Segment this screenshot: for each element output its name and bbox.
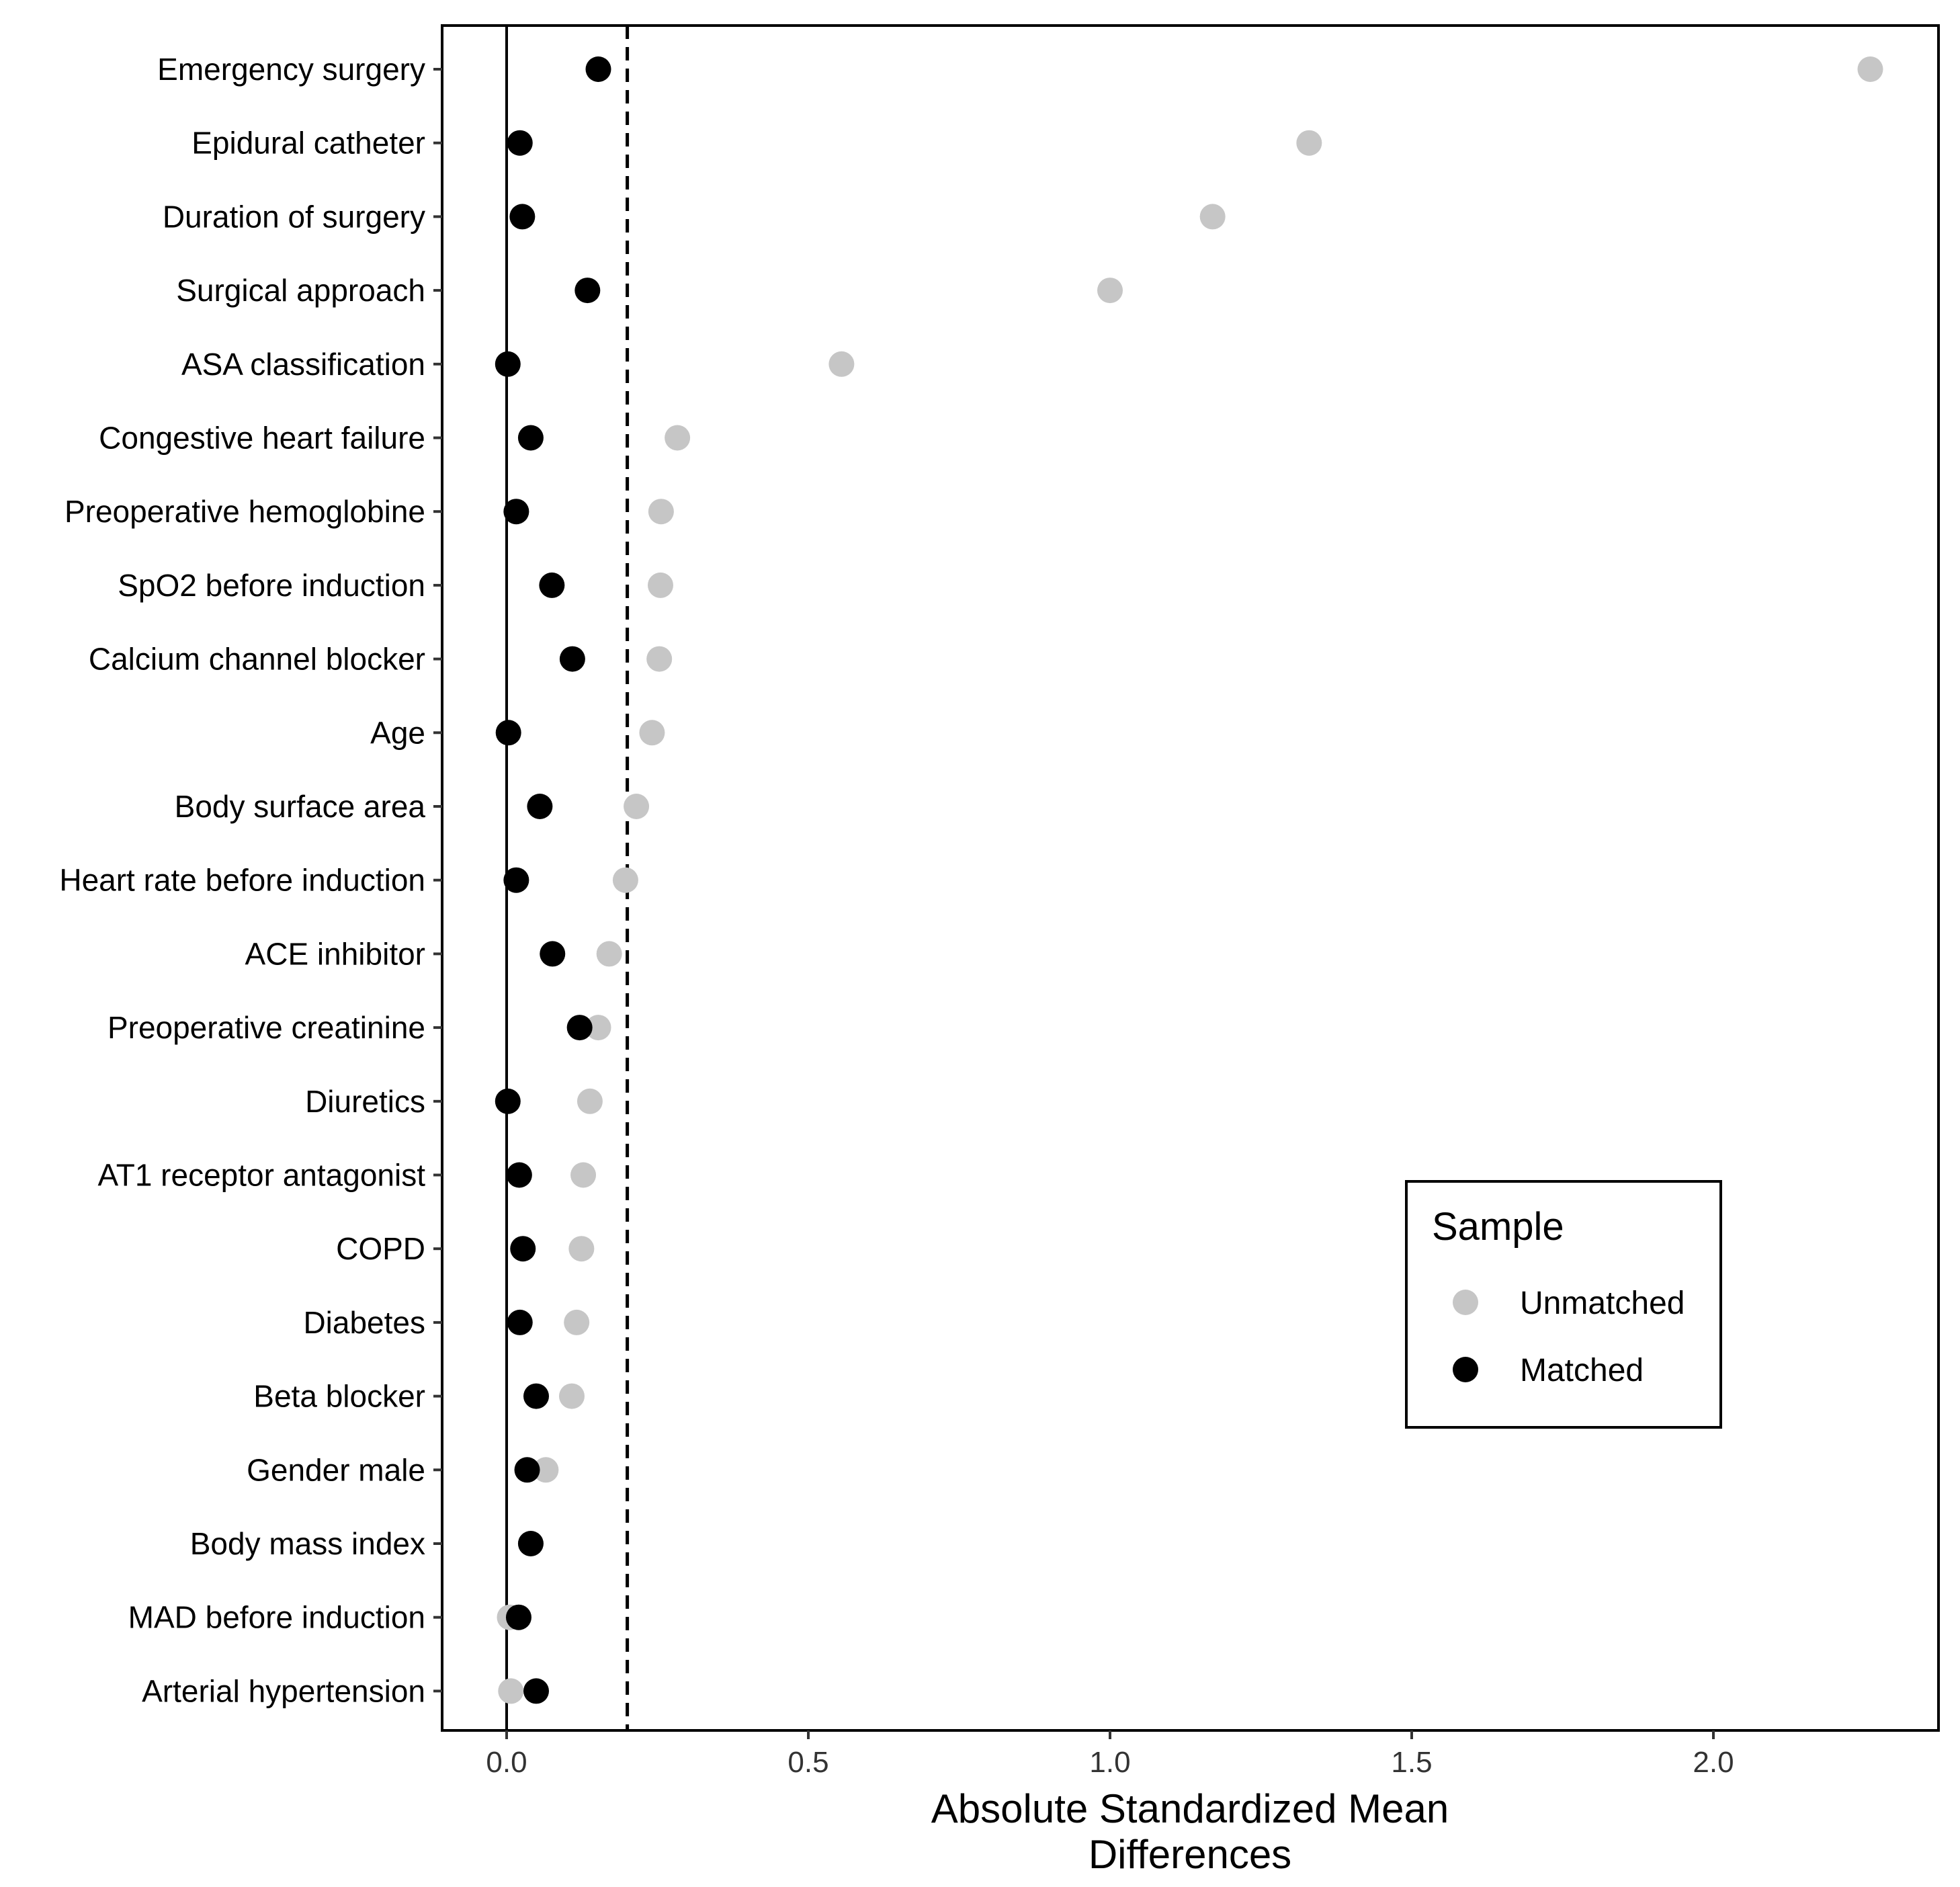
y-tick-label: Body surface area [175,789,426,824]
point-unmatched [558,1383,585,1409]
point-matched [495,351,521,377]
point-matched [539,572,565,598]
point-unmatched [1296,130,1322,156]
point-matched [523,1678,550,1704]
y-tick-label: Gender male [247,1452,425,1487]
point-unmatched [647,572,673,598]
point-unmatched [665,425,691,451]
x-tick-label: 1.5 [1391,1746,1432,1779]
point-matched [517,425,544,451]
point-unmatched [639,720,665,746]
point-matched [585,56,611,82]
y-tick-label: AT1 receptor antagonist [97,1158,425,1193]
point-matched [506,1162,532,1188]
y-tick-label: Preoperative hemoglobine [65,494,425,529]
point-unmatched [585,1015,611,1041]
legend-marker-unmatched [1453,1290,1478,1315]
y-axis: Emergency surgery Epidural catheter Durati… [59,52,442,1708]
legend-marker-matched [1453,1357,1478,1382]
point-matched [559,646,585,672]
y-tick-label: Preoperative creatinine [108,1010,425,1045]
y-tick-label: ASA classification [181,347,425,382]
y-tick-label: ACE inhibitor [245,936,425,971]
y-tick-label: Heart rate before induction [59,863,425,898]
point-unmatched [612,867,638,893]
y-tick-label: COPD [336,1231,425,1266]
data-points [495,56,1883,1704]
y-tick-label: Epidural catheter [191,126,425,161]
x-axis-title-line-2: Differences [1089,1832,1291,1877]
point-matched [505,1604,531,1630]
y-tick-label: Arterial hypertension [142,1673,425,1708]
point-matched [507,1309,533,1335]
point-matched [503,867,529,893]
y-tick-label: Emergency surgery [157,52,425,87]
y-tick-label: Duration of surgery [163,199,425,234]
y-tick-label: Diuretics [305,1084,425,1119]
point-unmatched [648,499,674,525]
point-matched [514,1457,540,1483]
y-tick-label: Surgical approach [176,273,425,308]
point-matched [527,794,553,819]
point-unmatched [1857,56,1883,82]
x-axis-title-line-1: Absolute Standardized Mean [931,1786,1449,1831]
point-unmatched [1097,278,1123,304]
y-tick-label: SpO2 before induction [118,568,425,603]
y-tick-label: Diabetes [303,1305,425,1340]
y-tick-label: Age [370,715,425,750]
y-tick-label: Calcium channel blocker [89,642,425,677]
y-tick-label: MAD before induction [128,1600,425,1635]
y-tick-label: Body mass index [190,1526,425,1561]
legend-box [1405,1180,1722,1429]
x-tick-label: 1.0 [1089,1746,1130,1779]
point-matched [510,1236,536,1262]
point-unmatched [533,1457,559,1483]
point-unmatched [828,351,855,377]
x-tick-label: 0.0 [486,1746,527,1779]
x-tick-label: 0.5 [787,1746,828,1779]
point-unmatched [646,646,673,672]
point-unmatched [1199,204,1226,230]
point-unmatched [596,941,622,967]
point-matched [523,1383,550,1409]
point-unmatched [624,794,650,819]
y-tick-label: Beta blocker [253,1379,425,1414]
point-unmatched [568,1236,595,1262]
y-tick-label: Congestive heart failure [99,421,425,456]
legend-label-unmatched: Unmatched [1520,1286,1685,1321]
plot-panel [441,24,1940,1732]
x-axis: 0.0 0.5 1.0 1.5 2.0 [486,1730,1734,1779]
point-matched [509,204,536,230]
legend-title: Sample [1432,1205,1564,1249]
point-matched [574,278,601,304]
x-tick-label: 2.0 [1693,1746,1734,1779]
legend-label-matched: Matched [1520,1353,1644,1388]
point-unmatched [577,1088,603,1114]
point-matched [507,130,533,156]
point-matched [503,499,529,525]
point-matched [540,941,566,967]
point-matched [495,1088,521,1114]
point-unmatched [570,1162,597,1188]
point-matched [517,1531,544,1556]
point-unmatched [498,1678,524,1704]
legend: Sample Unmatched Matched [1405,1180,1722,1429]
point-matched [566,1015,593,1041]
point-matched [495,720,521,746]
point-unmatched [564,1309,590,1335]
